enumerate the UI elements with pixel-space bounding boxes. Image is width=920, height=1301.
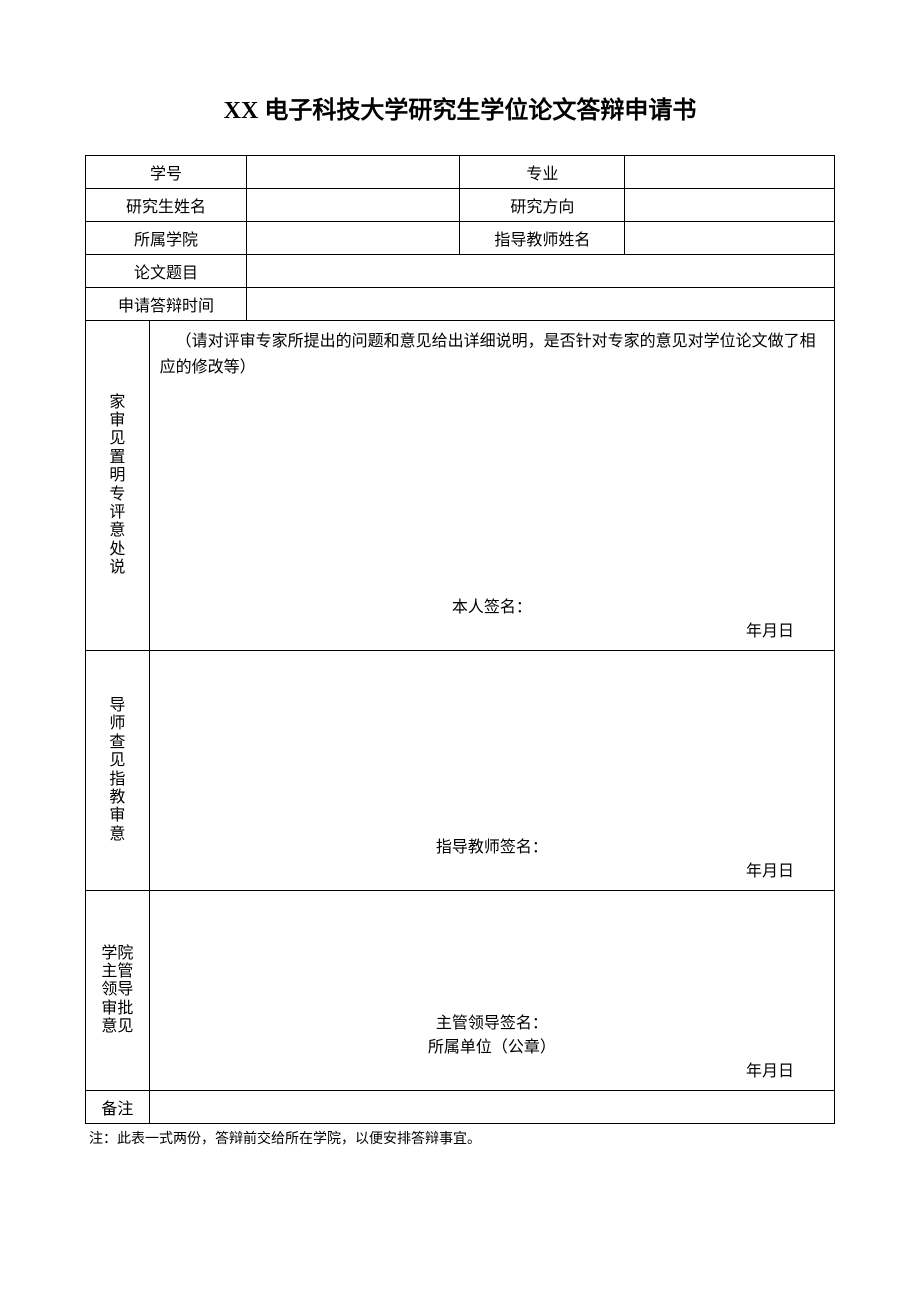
- signature-label-advisor: 指导教师签名：: [150, 836, 834, 860]
- label-college: 所属学院: [86, 222, 247, 255]
- date-label-advisor: 年月日: [150, 860, 834, 884]
- sign-block-leader: 主管领导签名： 所属单位（公章） 年月日: [150, 1012, 834, 1084]
- signature-label-leader: 主管领导签名：: [150, 1012, 834, 1036]
- instruction-expert-review: （请对评审专家所提出的问题和意见给出详细说明，是否针对专家的意见对学位论文做了相…: [160, 329, 824, 380]
- application-form-table: 学号 专业 研究生姓名 研究方向 所属学院 指导教师姓名 论文题目 申请答辩时间…: [85, 155, 835, 1124]
- value-research-direction: [625, 189, 835, 222]
- header-row-student-name: 研究生姓名 研究方向: [86, 189, 835, 222]
- header-row-student-id: 学号 专业: [86, 156, 835, 189]
- date-label-expert: 年月日: [150, 620, 834, 644]
- label-leader-approval: 学院主管领导审批意见: [86, 891, 150, 1091]
- unit-label-leader: 所属单位（公章）: [150, 1036, 834, 1060]
- value-defense-time: [247, 288, 835, 321]
- label-research-direction: 研究方向: [460, 189, 625, 222]
- footnote: 注：此表一式两份，答辩前交给所在学院，以便安排答辩事宜。: [85, 1128, 835, 1148]
- value-college: [247, 222, 460, 255]
- header-row-thesis-title: 论文题目: [86, 255, 835, 288]
- label-defense-time: 申请答辩时间: [86, 288, 247, 321]
- sign-block-advisor: 指导教师签名： 年月日: [150, 836, 834, 884]
- label-advisor-review: 导师查见指教审意: [86, 651, 150, 891]
- content-leader-approval: 主管领导签名： 所属单位（公章） 年月日: [149, 891, 834, 1091]
- header-row-defense-time: 申请答辩时间: [86, 288, 835, 321]
- label-advisor-review-text: 导师查见指教审意: [109, 697, 125, 844]
- header-row-college: 所属学院 指导教师姓名: [86, 222, 835, 255]
- section-remark: 备注: [86, 1091, 835, 1124]
- date-label-leader: 年月日: [150, 1060, 834, 1084]
- signature-label-self: 本人签名：: [150, 596, 834, 620]
- sign-block-expert: 本人签名： 年月日: [150, 596, 834, 644]
- label-student-id: 学号: [86, 156, 247, 189]
- content-advisor-review: 指导教师签名： 年月日: [149, 651, 834, 891]
- label-leader-approval-text: 学院主管领导审批意见: [101, 945, 133, 1037]
- label-expert-review-text: 家审见置明专评意处说: [109, 394, 125, 578]
- label-advisor-name: 指导教师姓名: [460, 222, 625, 255]
- label-student-name: 研究生姓名: [86, 189, 247, 222]
- value-advisor-name: [625, 222, 835, 255]
- value-remark: [149, 1091, 834, 1124]
- label-thesis-title: 论文题目: [86, 255, 247, 288]
- section-advisor-review: 导师查见指教审意 指导教师签名： 年月日: [86, 651, 835, 891]
- section-expert-review: 家审见置明专评意处说 （请对评审专家所提出的问题和意见给出详细说明，是否针对专家…: [86, 321, 835, 651]
- section-leader-approval: 学院主管领导审批意见 主管领导签名： 所属单位（公章） 年月日: [86, 891, 835, 1091]
- content-expert-review: （请对评审专家所提出的问题和意见给出详细说明，是否针对专家的意见对学位论文做了相…: [149, 321, 834, 651]
- label-expert-review: 家审见置明专评意处说: [86, 321, 150, 651]
- value-student-name: [247, 189, 460, 222]
- label-major: 专业: [460, 156, 625, 189]
- value-thesis-title: [247, 255, 835, 288]
- label-remark: 备注: [86, 1091, 150, 1124]
- page-title: XX 电子科技大学研究生学位论文答辩申请书: [85, 90, 835, 125]
- value-student-id: [247, 156, 460, 189]
- value-major: [625, 156, 835, 189]
